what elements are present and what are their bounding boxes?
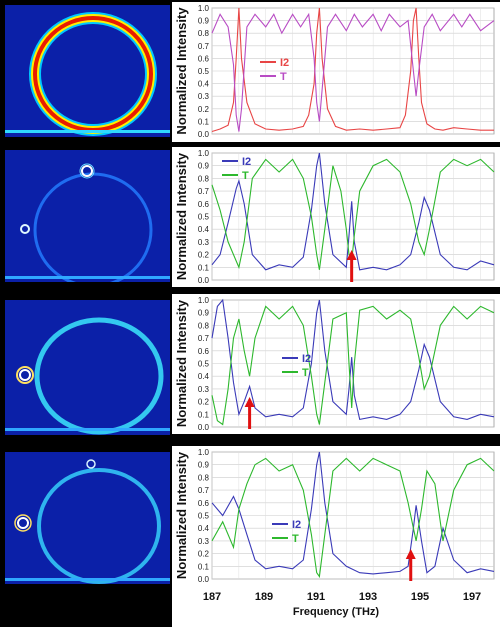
chart-panel-1: Normalized Intensity 0.0 0.1 0.2 0.3 0.4 0.5 0.… bbox=[172, 2, 500, 142]
x-axis-label: Frequency (THz) bbox=[292, 606, 380, 618]
field-image-2 bbox=[5, 150, 170, 282]
series-line-t bbox=[211, 158, 495, 270]
legend-label: T bbox=[292, 533, 299, 545]
y-tick-label: 0.7 bbox=[198, 334, 210, 343]
y-tick-label: 0.1 bbox=[198, 410, 210, 419]
series-line-t bbox=[211, 305, 495, 426]
y-tick-label: 0.9 bbox=[198, 309, 210, 318]
arrow-head bbox=[346, 250, 357, 260]
y-tick-label: 0.1 bbox=[198, 263, 210, 272]
y-tick-label: 0.0 bbox=[198, 276, 210, 285]
y-tick-label: 0.5 bbox=[198, 67, 210, 76]
x-tick-label: 195 bbox=[410, 591, 430, 603]
field-image-1 bbox=[5, 5, 170, 137]
y-tick-label: 0.8 bbox=[198, 29, 210, 38]
arrow-head bbox=[405, 549, 416, 559]
legend-label: T bbox=[302, 367, 309, 379]
y-tick-label: 0.8 bbox=[198, 321, 210, 330]
y-tick-label: 0.6 bbox=[198, 499, 210, 508]
legend-label: I2 bbox=[302, 353, 311, 365]
y-tick-label: 0.2 bbox=[198, 398, 210, 407]
field-image-4 bbox=[5, 452, 170, 584]
y-tick-label: 0.0 bbox=[198, 130, 210, 139]
x-tick-label: 197 bbox=[462, 591, 482, 603]
y-tick-label: 1.0 bbox=[198, 296, 210, 305]
y-tick-label: 0.9 bbox=[198, 17, 210, 26]
y-tick-label: 0.0 bbox=[198, 423, 210, 432]
x-axis: 187 189 191 193 195 197 Frequency (THz) bbox=[172, 587, 500, 627]
y-tick-label: 0.2 bbox=[198, 550, 210, 559]
x-tick-label: 193 bbox=[358, 591, 378, 603]
y-tick-label: 0.6 bbox=[198, 200, 210, 209]
y-tick-label: 0.4 bbox=[198, 80, 210, 89]
y-tick-label: 0.7 bbox=[198, 42, 210, 51]
y-tick-label: 0.2 bbox=[198, 251, 210, 260]
y-tick-label: 0.1 bbox=[198, 562, 210, 571]
y-tick-label: 0.9 bbox=[198, 162, 210, 171]
y-axis-label: Normalized Intensity bbox=[174, 152, 189, 280]
y-tick-label: 0.3 bbox=[198, 385, 210, 394]
legend-label: I2 bbox=[280, 57, 289, 69]
legend-label: T bbox=[280, 71, 287, 83]
y-tick-label: 0.1 bbox=[198, 117, 210, 126]
legend-label: I2 bbox=[292, 519, 301, 531]
series-line-i2 bbox=[211, 7, 494, 133]
y-tick-label: 0.5 bbox=[198, 512, 210, 521]
x-tick-label: 187 bbox=[202, 591, 222, 603]
legend-label: I2 bbox=[242, 156, 251, 168]
chart-panel-2: Normalized Intensity 0.0 0.1 0.2 0.3 0.4 0.5 0.… bbox=[172, 147, 500, 287]
y-tick-label: 0.9 bbox=[198, 461, 210, 470]
y-tick-label: 0.8 bbox=[198, 473, 210, 482]
series-line-t bbox=[211, 12, 495, 132]
y-tick-label: 0.4 bbox=[198, 372, 210, 381]
y-tick-label: 0.3 bbox=[198, 238, 210, 247]
y-tick-label: 0.3 bbox=[198, 92, 210, 101]
y-tick-label: 1.0 bbox=[198, 4, 210, 13]
y-tick-label: 0.0 bbox=[198, 575, 210, 584]
y-tick-label: 0.3 bbox=[198, 537, 210, 546]
arrow-head bbox=[244, 397, 255, 407]
y-tick-label: 1.0 bbox=[198, 448, 210, 457]
y-tick-label: 0.5 bbox=[198, 213, 210, 222]
field-image-3 bbox=[5, 300, 170, 435]
x-tick-label: 189 bbox=[254, 591, 274, 603]
y-tick-label: 0.4 bbox=[198, 225, 210, 234]
y-tick-label: 0.5 bbox=[198, 360, 210, 369]
y-tick-label: 0.4 bbox=[198, 524, 210, 533]
y-tick-label: 0.7 bbox=[198, 486, 210, 495]
y-axis-label: Normalized Intensity bbox=[174, 451, 189, 579]
chart-panel-4: Normalized Intensity 0.0 0.1 0.2 0.3 0.4 0.5 0.… bbox=[172, 446, 500, 587]
y-axis-label: Normalized Intensity bbox=[174, 7, 189, 135]
series-line-t bbox=[211, 457, 495, 578]
series-line-i2 bbox=[211, 451, 495, 575]
y-tick-label: 0.7 bbox=[198, 187, 210, 196]
x-tick-label: 191 bbox=[306, 591, 326, 603]
y-tick-label: 0.6 bbox=[198, 54, 210, 63]
chart-panel-3: Normalized Intensity 0.0 0.1 0.2 0.3 0.4 0.5 0.… bbox=[172, 294, 500, 434]
y-tick-label: 0.2 bbox=[198, 105, 210, 114]
series-line-i2 bbox=[211, 298, 495, 421]
legend-label: T bbox=[242, 170, 249, 182]
y-axis-label: Normalized Intensity bbox=[174, 299, 189, 427]
y-tick-label: 0.6 bbox=[198, 347, 210, 356]
y-tick-label: 0.8 bbox=[198, 174, 210, 183]
y-tick-label: 1.0 bbox=[198, 149, 210, 158]
